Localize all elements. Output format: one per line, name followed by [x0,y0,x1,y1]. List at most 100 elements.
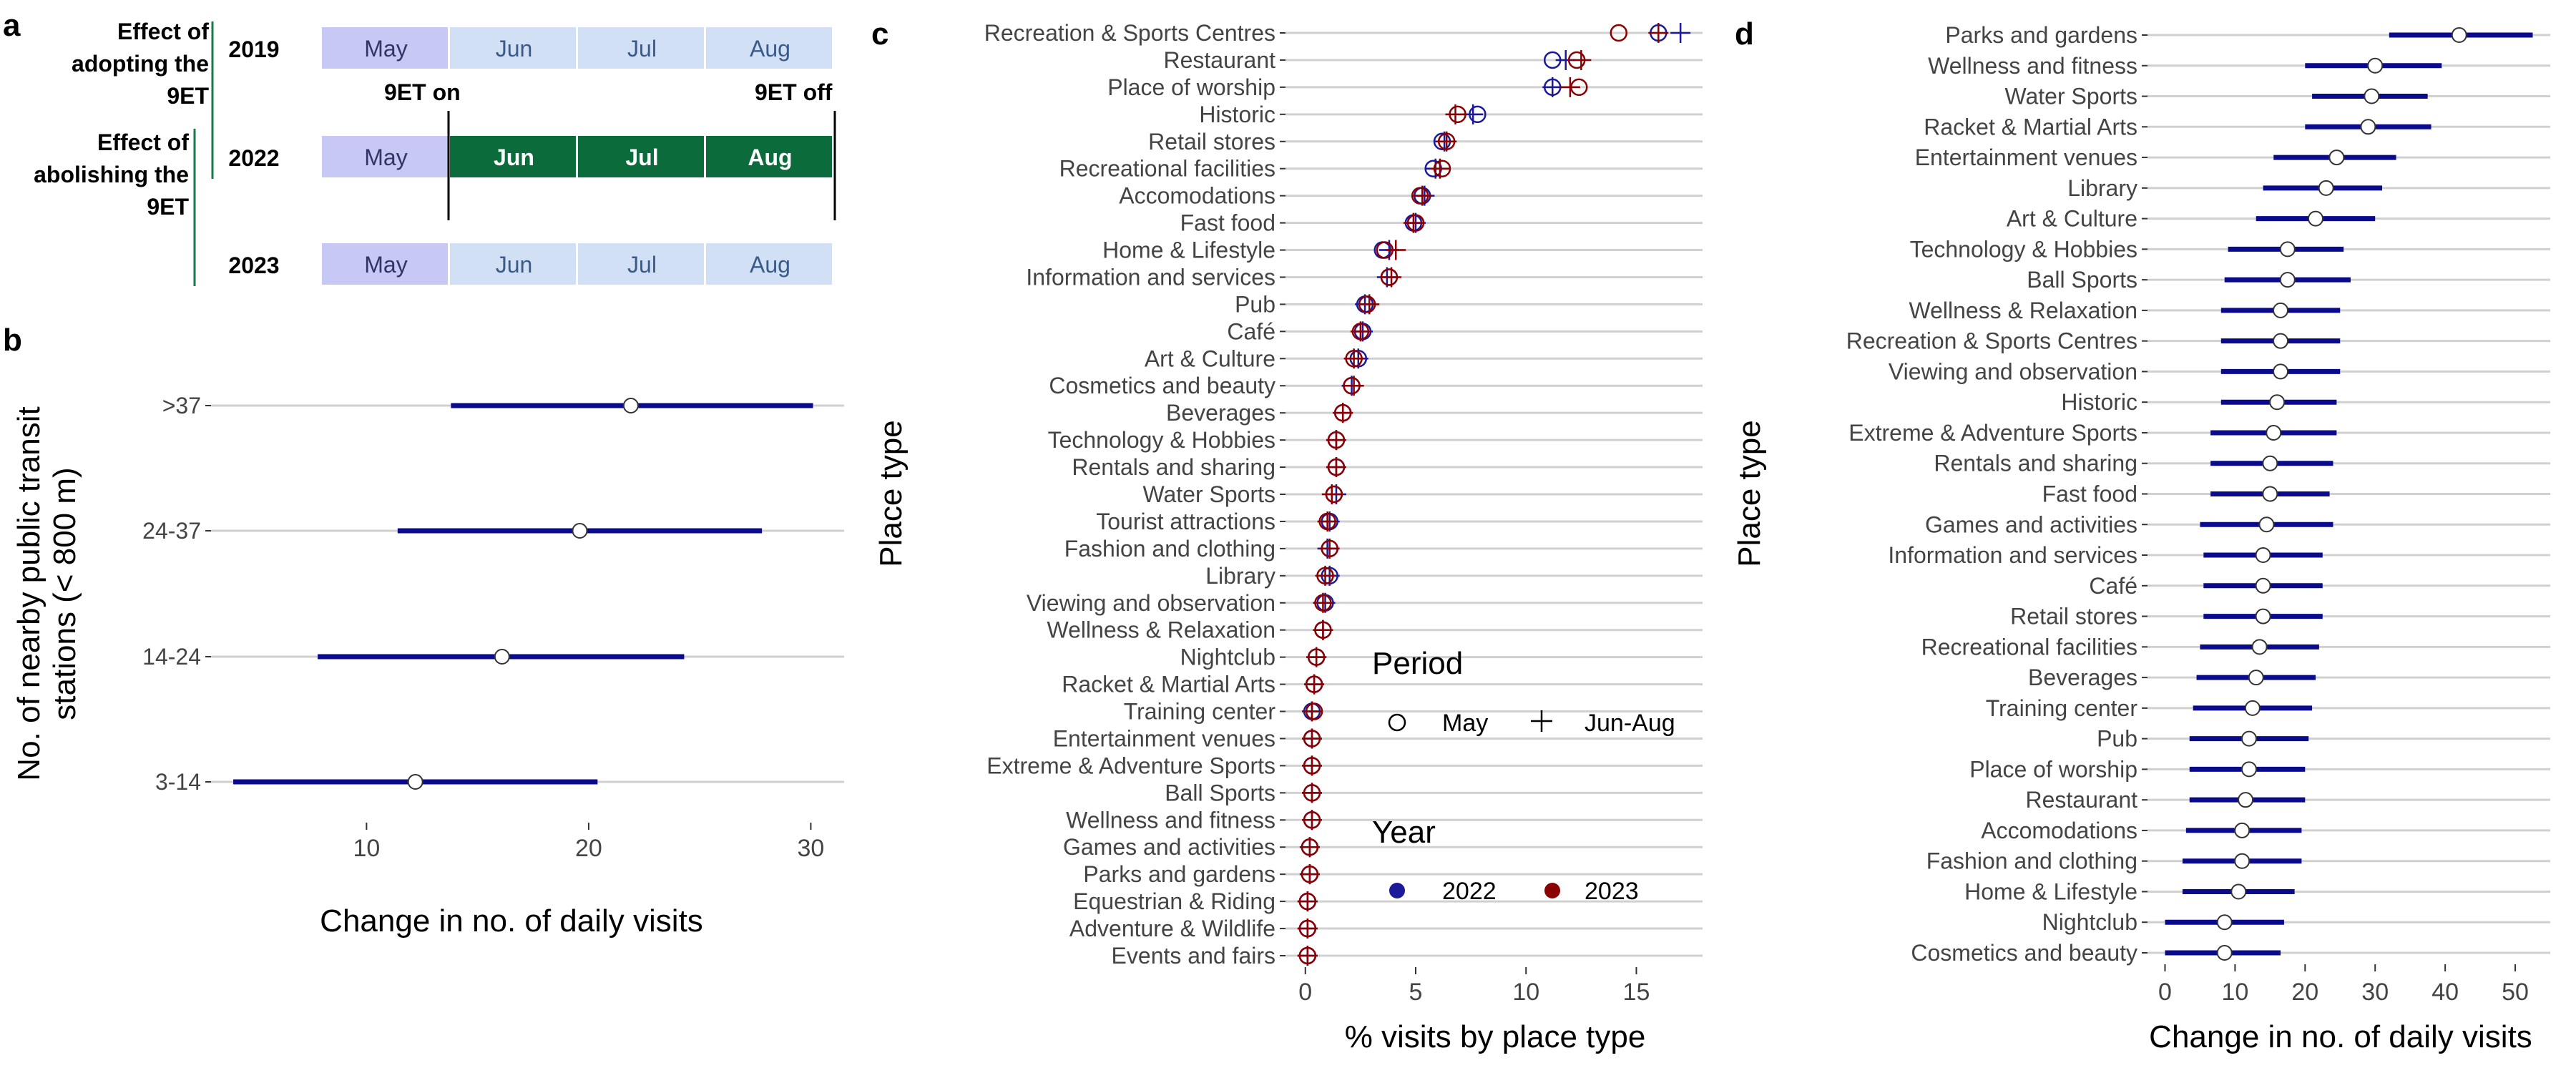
x-tick-label: 10 [2221,979,2248,1006]
x-tick-label: 20 [2291,979,2318,1006]
panel-label-c: c [871,16,888,52]
y-tick-label: Rentals and sharing [1072,454,1275,480]
y-tick-label: Cosmetics and beauty [1049,373,1275,398]
point-jun-aug [1319,538,1340,559]
point-jun-aug [1321,484,1342,504]
y-tick-label: Wellness & Relaxation [1909,298,2137,323]
legend-title-period: Period [1372,646,1463,681]
panel-d-chart: Parks and gardens Wellness and fitness Wat… [1732,22,2550,1054]
year-label: 2023 [228,253,279,278]
y-tick-label: Information and services [1888,542,2137,568]
y-tick-label: Pub [2097,726,2137,752]
x-axis-title: Change in no. of daily visits [320,903,703,939]
point-estimate [2251,639,2268,655]
point-jun-aug [1297,946,1318,966]
y-tick-label: Home & Lifestyle [1964,878,2137,904]
y-tick-label: Recreational facilities [1921,634,2137,660]
point-jun-aug [1648,23,1669,43]
month-segment [706,27,832,69]
point-estimate [622,398,639,413]
x-tick-label: 30 [798,835,825,862]
legend-2023-label: 2023 [1585,878,1639,905]
effect-label-line: Effect of [117,19,209,44]
point-estimate [2367,57,2384,74]
month-label: Aug [750,36,790,62]
month-segment [706,243,832,285]
point-jun-aug [1304,674,1325,695]
y-tick-label: Accomodations [1119,183,1275,209]
point-jun-aug [1343,348,1364,369]
month-segment [578,136,704,177]
y-tick-label: Beverages [2028,665,2137,690]
x-tick-label: 10 [353,835,380,862]
month-label: Jul [625,144,658,170]
effect-label-line: adopting the [72,51,209,77]
y-tick-label: Home & Lifestyle [1102,237,1275,263]
legend-title-year: Year [1372,815,1436,850]
point-estimate [2273,302,2289,318]
y-axis-title: Place type [873,420,909,567]
month-label: May [364,252,407,278]
point-may [1610,24,1628,42]
month-label: Jun [494,144,534,170]
month-segment [578,27,704,69]
point-jun-aug [1403,212,1424,233]
legend-junaug-icon [1531,710,1552,732]
point-jun-aug [1436,131,1457,152]
point-jun-aug [1302,755,1323,776]
x-tick-label: 0 [1298,979,1312,1006]
point-jun-aug [1412,185,1433,206]
y-tick-label: Viewing and observation [1889,358,2137,384]
y-tick-label: Events and fairs [1112,943,1275,969]
y-tick-label: Wellness & Relaxation [1047,617,1275,643]
x-axis-title: % visits by place type [1345,1019,1646,1054]
y-tick-label: Ball Sports [2027,267,2137,293]
legend-2023-icon [1544,883,1560,898]
y-tick-label: Training center [1124,699,1276,725]
y-tick-label: Fashion and clothing [1064,536,1275,562]
point-estimate [494,649,510,665]
point-estimate [2240,761,2257,778]
y-tick-label: Fashion and clothing [1926,848,2137,874]
x-tick-label: 50 [2502,979,2529,1006]
y-tick-label: Parks and gardens [1083,861,1275,887]
y-tick-label: Entertainment venues [1053,725,1275,751]
point-jun-aug [1350,321,1371,342]
point-estimate [572,523,588,539]
y-tick-label: Information and services [1026,264,1275,290]
effect-label-line: 9ET [147,194,189,220]
point-estimate [2240,730,2257,747]
y-tick-label: Wellness and fitness [1066,807,1275,833]
x-axis-title: Change in no. of daily visits [2149,1019,2532,1054]
point-estimate [2273,333,2289,349]
year-label: 2022 [228,145,279,171]
point-estimate [2328,150,2345,166]
point-jun-aug [1359,294,1380,315]
point-jun-aug [1302,701,1323,722]
point-jun-aug [1445,104,1466,124]
x-tick-label: 30 [2361,979,2389,1006]
month-label: May [364,36,407,62]
point-estimate [2269,394,2286,411]
point-estimate [2248,670,2264,686]
month-label: Aug [748,144,792,170]
point-estimate [2230,883,2247,900]
point-estimate [2279,241,2296,258]
point-estimate [2244,700,2261,716]
y-tick-label: 14-24 [142,644,201,670]
point-estimate [2262,455,2278,471]
y-tick-label: Entertainment venues [1915,144,2137,170]
year-label: 2019 [228,36,279,62]
point-jun-aug [1302,728,1323,749]
point-estimate [2364,88,2380,104]
point-estimate [2273,363,2289,380]
point-estimate [2307,210,2323,227]
month-label: Jun [496,252,533,278]
point-estimate [407,774,423,790]
y-tick-label: Water Sports [1142,481,1275,507]
point-estimate [2255,608,2271,624]
y-tick-label: Ball Sports [1165,780,1275,805]
point-jun-aug [1333,403,1353,423]
y-tick-label: Restaurant [1163,47,1275,73]
y-tick-label: Extreme & Adventure Sports [1848,420,2137,446]
